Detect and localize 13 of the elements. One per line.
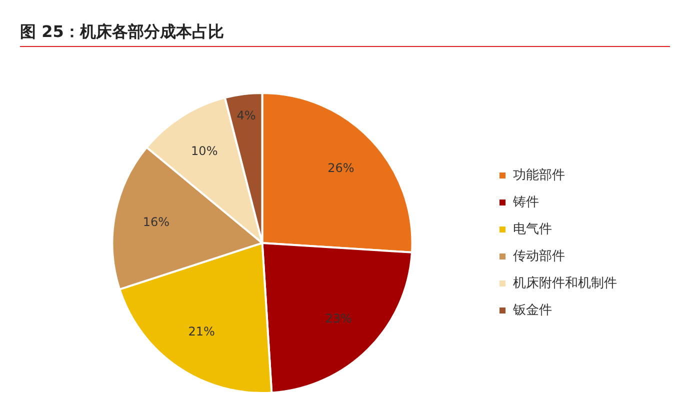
legend-label: 传动部件	[513, 248, 565, 264]
data-label: 16%	[142, 214, 170, 229]
data-label: 21%	[188, 324, 215, 338]
legend-label: 钣金件	[512, 302, 552, 318]
legend-label: 机床附件和机制件	[513, 276, 617, 291]
legend-label: 电气件	[513, 222, 552, 237]
chart-title: 图 25：机床各部分成本占比	[20, 22, 224, 43]
data-label: 10%	[191, 144, 218, 158]
legend-label: 功能部件	[513, 168, 565, 183]
legend-label: 铸件	[512, 194, 539, 210]
data-label: 23%	[325, 311, 352, 326]
data-label: 26%	[328, 161, 354, 176]
data-label: 4%	[236, 108, 256, 123]
